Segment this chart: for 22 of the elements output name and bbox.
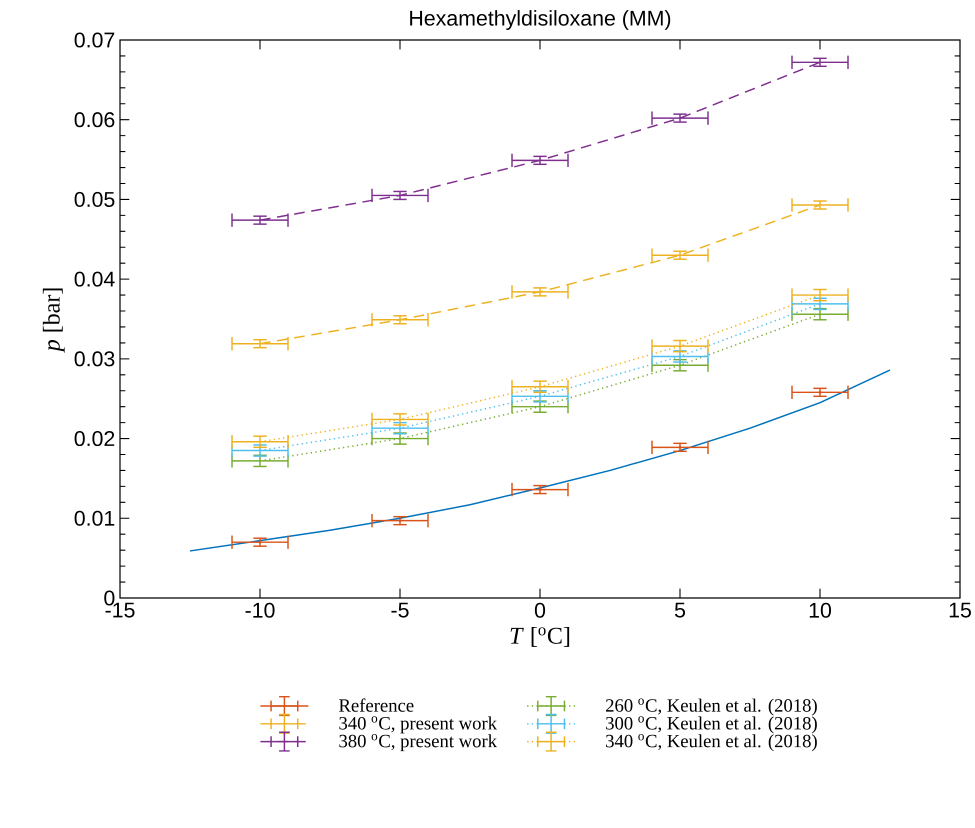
y-tick-label: 0.02: [74, 431, 114, 446]
legend-label: 340 $^{o}$C, present work: [339, 716, 498, 734]
legend-label: 340 $^{o}$C, Keulen et al. (2018): [606, 734, 817, 752]
y-tick-label: 0.03: [74, 351, 114, 366]
x-axis-title: T [$^{o}$C]: [510, 626, 570, 647]
y-axis-title: p [bar]: [42, 288, 65, 353]
legend-label: 300 $^{o}$C, Keulen et al. (2018): [606, 716, 817, 734]
y-tick-label: 0.04: [74, 272, 115, 287]
x-tick-label: 0: [534, 602, 546, 618]
legend-label: Reference: [339, 698, 414, 712]
y-tick-label: 0.01: [74, 510, 114, 526]
x-tick-label: 10: [810, 602, 832, 618]
y-tick-label: 0.05: [74, 192, 114, 207]
y-tick-label: 0.06: [74, 112, 114, 128]
legend-label: 380 $^{o}$C, present work: [339, 734, 498, 752]
legend-label: 260 $^{o}$C, Keulen et al. (2018): [606, 698, 817, 716]
x-tick-label: 15: [950, 602, 971, 618]
x-tick-label: -10: [246, 602, 275, 618]
y-tick-label: 0.07: [74, 32, 114, 48]
chart-title: Hexamethyldisiloxane (MM): [410, 10, 670, 30]
x-tick-label: 5: [674, 602, 686, 618]
x-tick-label: -5: [391, 602, 409, 618]
